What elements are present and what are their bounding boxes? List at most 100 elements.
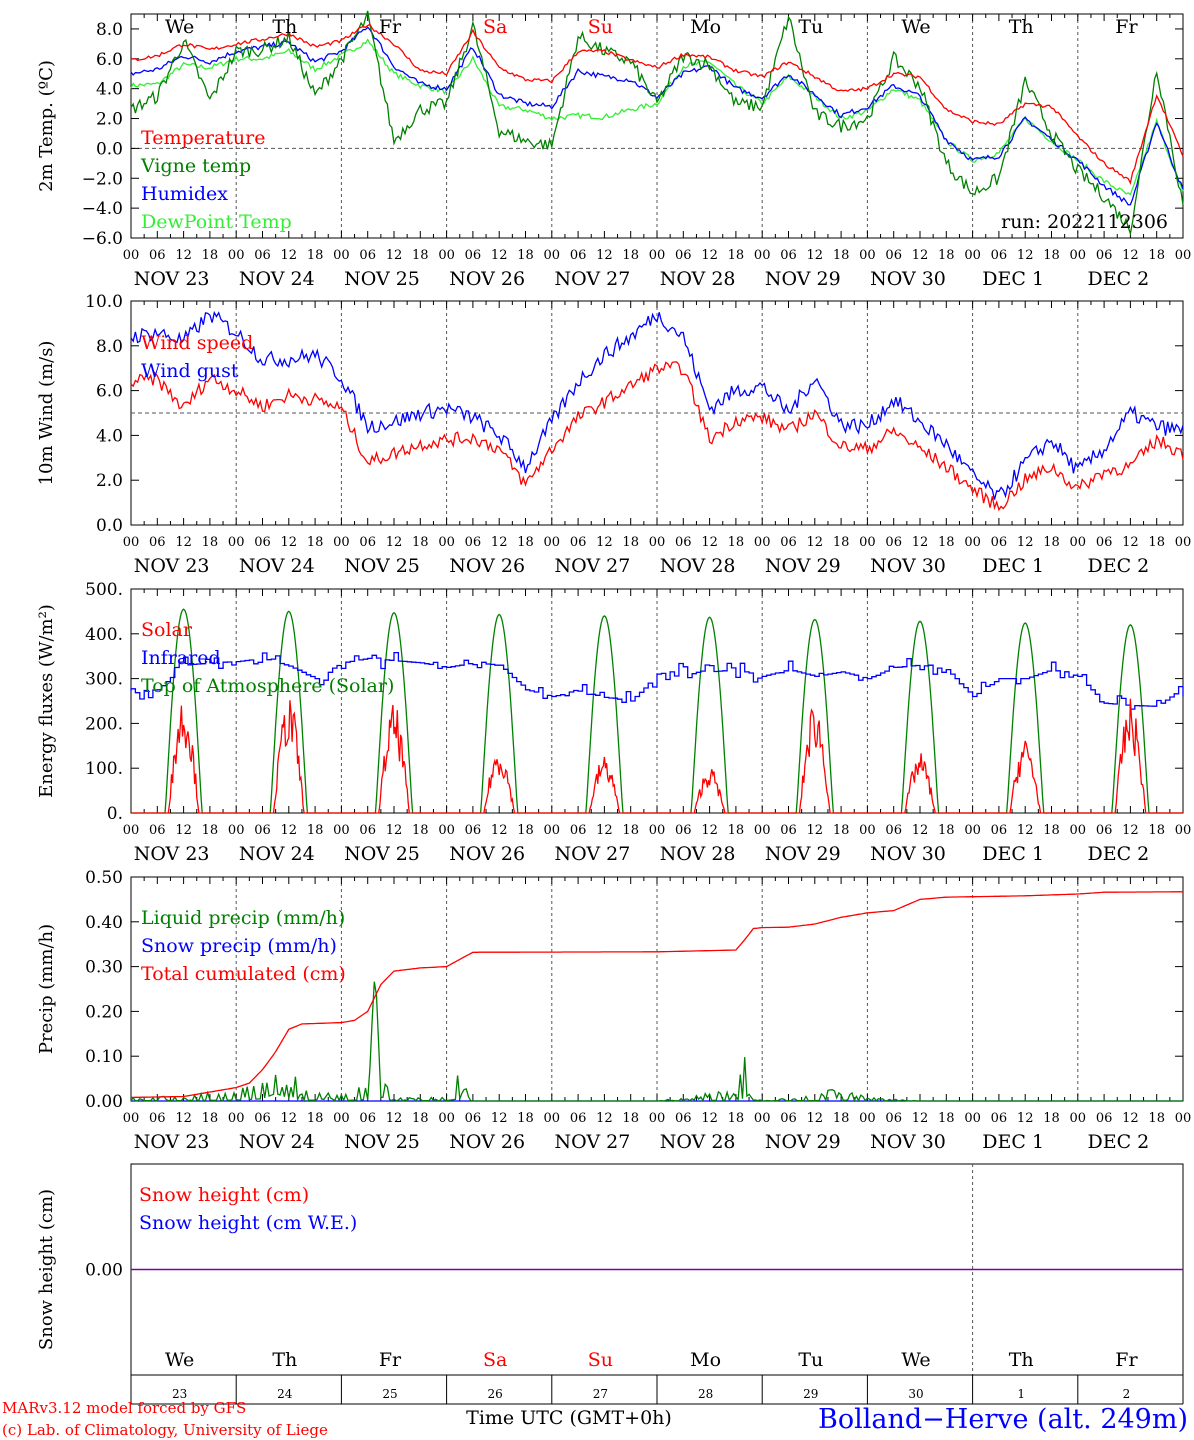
x-tick-label: 06 xyxy=(780,535,797,550)
x-tick-label: 12 xyxy=(807,248,824,263)
legend-entry: Humidex xyxy=(141,183,228,205)
x-tick-label: 00 xyxy=(228,1111,245,1126)
series-wind-gust-line xyxy=(130,310,1184,500)
x-day-label: NOV 25 xyxy=(344,268,420,290)
x-tick-label: 00 xyxy=(333,535,350,550)
x-tick-label: 00 xyxy=(859,823,876,838)
x-day-label: DEC 2 xyxy=(1088,268,1150,290)
x-tick-label: 12 xyxy=(701,535,718,550)
y-tick-label: 0.20 xyxy=(85,1002,123,1022)
x-tick-label: 18 xyxy=(412,248,429,263)
day-number-label: 26 xyxy=(488,1387,503,1401)
legend-entry: Infrared xyxy=(141,647,221,669)
x-tick-label: 18 xyxy=(517,823,534,838)
x-tick-label: 18 xyxy=(622,823,639,838)
x-tick-label: 12 xyxy=(912,535,929,550)
y-tick-label: 0.00 xyxy=(85,1092,123,1112)
x-tick-label: 18 xyxy=(1148,248,1165,263)
x-tick-label: 12 xyxy=(491,1111,508,1126)
weekday-label: Fr xyxy=(379,16,402,38)
x-tick-label: 06 xyxy=(1096,535,1113,550)
x-tick-label: 06 xyxy=(465,823,482,838)
y-tick-label: 4.0 xyxy=(96,80,123,100)
x-tick-label: 18 xyxy=(938,1111,955,1126)
legend-entry: Wind speed xyxy=(141,332,253,354)
x-tick-label: 12 xyxy=(701,248,718,263)
footer: MARv3.12 model forced by GFS (c) Lab. of … xyxy=(2,1399,1188,1439)
x-day-label: DEC 1 xyxy=(982,1131,1044,1153)
x-tick-label: 00 xyxy=(333,823,350,838)
x-day-label: NOV 26 xyxy=(449,1131,525,1153)
x-tick-label: 06 xyxy=(885,248,902,263)
y-tick-label: 300. xyxy=(85,670,123,690)
x-day-label: NOV 28 xyxy=(660,555,736,577)
y-tick-label: 2.0 xyxy=(96,110,123,130)
x-tick-label: 06 xyxy=(254,535,271,550)
y-tick-label: 0.00 xyxy=(85,1261,123,1281)
x-tick-label: 00 xyxy=(544,535,561,550)
x-tick-label: 18 xyxy=(938,248,955,263)
x-tick-label: 18 xyxy=(307,823,324,838)
legend-entry: Solar xyxy=(141,619,193,641)
x-day-label: NOV 23 xyxy=(134,843,210,865)
x-tick-label: 18 xyxy=(728,1111,745,1126)
x-tick-label: 00 xyxy=(123,823,140,838)
x-tick-label: 00 xyxy=(438,535,455,550)
x-tick-label: 18 xyxy=(833,535,850,550)
x-day-label: NOV 29 xyxy=(765,555,841,577)
panel-wind: 00 06 12 18 00 06 12 18 00 06 12 18 00 06 12 18 00 06 12 18… xyxy=(36,292,1191,577)
x-tick-label: 00 xyxy=(333,248,350,263)
x-day-label: NOV 30 xyxy=(870,268,946,290)
x-tick-label: 06 xyxy=(465,1111,482,1126)
x-tick-label: 12 xyxy=(1017,1111,1034,1126)
x-tick-label: 00 xyxy=(1175,248,1192,263)
x-tick-label: 18 xyxy=(202,535,219,550)
x-tick-label: 18 xyxy=(307,535,324,550)
x-day-label: NOV 28 xyxy=(660,843,736,865)
series-total-cumulated-line xyxy=(131,891,1183,1099)
panel-temperature: 00 06 12 18 00 06 12 18 00 06 12 18 00 06 12 18 00 06 12 18… xyxy=(36,10,1192,290)
x-tick-label: 00 xyxy=(438,248,455,263)
legend-entry: Snow precip (mm/h) xyxy=(141,935,337,957)
x-tick-label: 12 xyxy=(1017,535,1034,550)
weekday-label: Sa xyxy=(483,1349,507,1371)
legend-entry: Wind gust xyxy=(141,360,239,382)
x-tick-label: 00 xyxy=(964,535,981,550)
x-tick-label: 06 xyxy=(359,823,376,838)
x-tick-label: 06 xyxy=(991,1111,1008,1126)
x-tick-label: 00 xyxy=(649,248,666,263)
x-tick-label: 00 xyxy=(1070,248,1087,263)
x-tick-label: 12 xyxy=(175,535,192,550)
y-tick-label: 6.0 xyxy=(96,382,123,402)
x-day-label: NOV 24 xyxy=(239,843,315,865)
x-tick-label: 06 xyxy=(991,248,1008,263)
x-tick-label: 00 xyxy=(228,248,245,263)
y-tick-label: 2.0 xyxy=(96,471,123,491)
series-green-line xyxy=(130,10,1184,237)
x-tick-label: 00 xyxy=(754,248,771,263)
y-tick-label: 0.40 xyxy=(85,913,123,933)
x-tick-label: 18 xyxy=(202,823,219,838)
x-day-label: DEC 1 xyxy=(982,555,1044,577)
x-tick-label: 18 xyxy=(833,1111,850,1126)
weekday-label: Fr xyxy=(379,1349,402,1371)
x-tick-label: 06 xyxy=(885,823,902,838)
day-number-label: 1 xyxy=(1017,1387,1025,1401)
x-tick-label: 12 xyxy=(807,823,824,838)
x-day-label: DEC 1 xyxy=(982,268,1044,290)
x-day-label: NOV 26 xyxy=(449,268,525,290)
day-number-label: 28 xyxy=(698,1387,713,1401)
series-liquid-precip-line xyxy=(130,981,1183,1103)
x-tick-label: 18 xyxy=(307,248,324,263)
x-tick-label: 18 xyxy=(938,823,955,838)
x-day-label: NOV 24 xyxy=(239,268,315,290)
x-tick-label: 06 xyxy=(359,248,376,263)
y-axis-label: Precip (mm/h) xyxy=(36,924,57,1054)
x-day-label: NOV 30 xyxy=(870,843,946,865)
x-tick-label: 00 xyxy=(123,248,140,263)
x-tick-label: 00 xyxy=(544,1111,561,1126)
x-tick-label: 00 xyxy=(228,823,245,838)
x-tick-label: 00 xyxy=(859,1111,876,1126)
legend-entry: Snow height (cm) xyxy=(139,1184,309,1206)
y-axis-label: Energy fluxes (W/m²) xyxy=(36,604,57,798)
